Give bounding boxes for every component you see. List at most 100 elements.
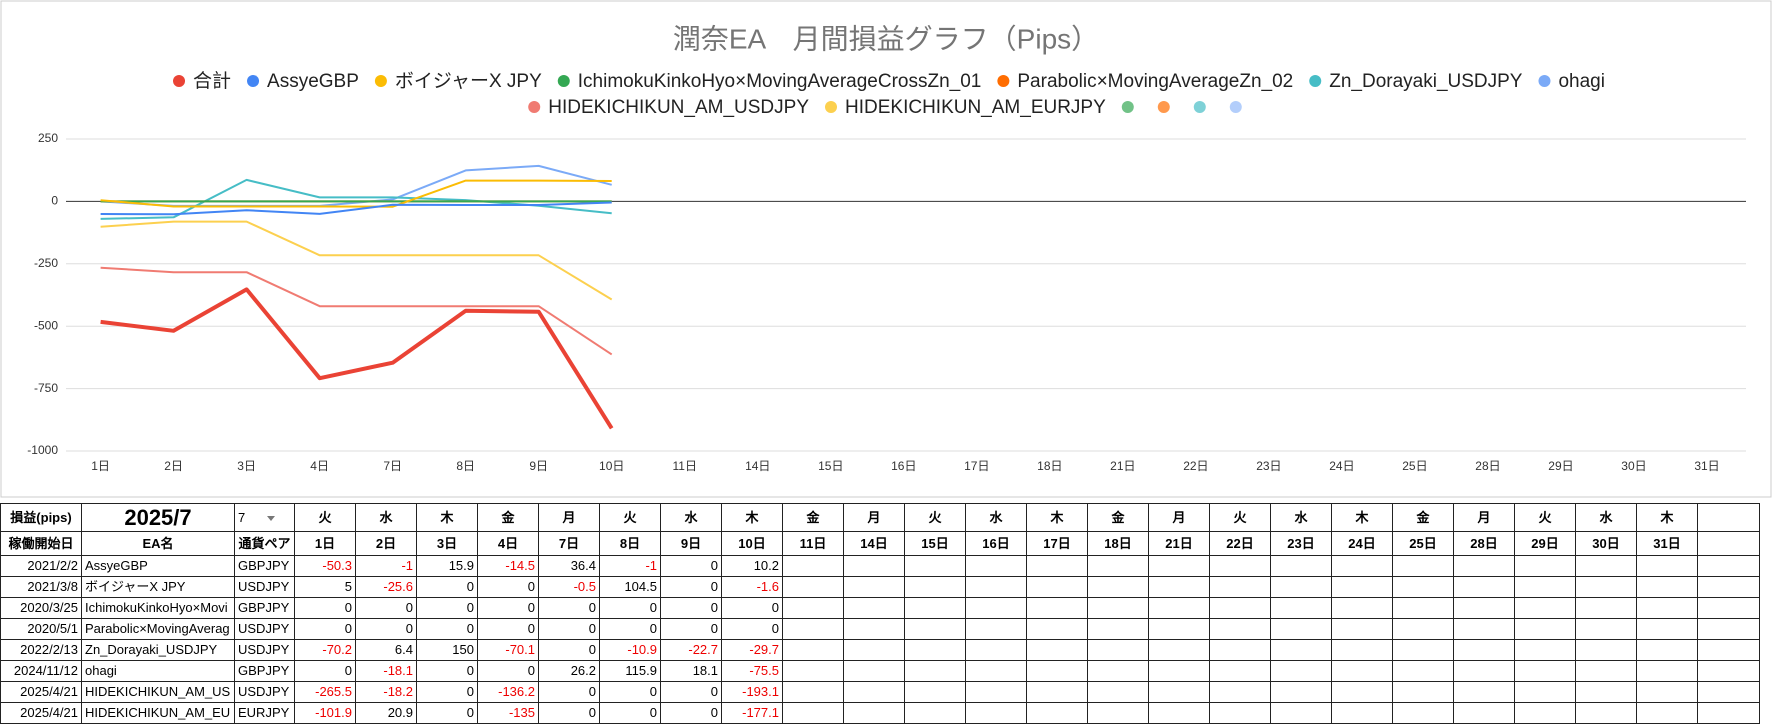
legend-swatch [1157,101,1170,113]
empty-cell [904,702,966,724]
series-line [100,266,613,356]
empty-cell [1026,702,1088,724]
pips-value: 10.2 [721,555,783,577]
weekday-header: 金 [1087,503,1149,532]
empty-cell [1209,702,1271,724]
empty-cell [782,639,844,661]
empty-cell [1392,660,1454,682]
legend-item [1121,101,1134,113]
empty-cell [904,660,966,682]
empty-cell [965,660,1027,682]
chart-frame [0,0,1772,498]
pips-value: 0 [538,702,600,724]
empty-cell [782,555,844,577]
legend-item [1157,101,1170,113]
y-tick-label: -1000 [27,443,58,457]
pips-value: 0 [599,702,661,724]
x-tick-label: 21日 [1110,459,1135,473]
empty-cell [1331,681,1393,703]
empty-cell [1636,639,1698,661]
weekday-header: 金 [782,503,844,532]
table-row: 2025/4/21 HIDEKICHIKUN_AM_US USDJPY -265.5-… [0,681,1760,703]
empty-cell [1026,660,1088,682]
empty-cell [843,660,905,682]
empty-cell [1392,702,1454,724]
selector-value[interactable]: 7 [238,509,246,525]
empty-cell [1392,639,1454,661]
legend-item: Parabolic×MovingAverageZn_02 [997,71,1293,92]
day-header: 18日 [1087,531,1149,556]
empty-cell [1331,597,1393,619]
pips-value: 0 [477,660,539,682]
day-header: 7日 [538,531,600,556]
pips-value: -265.5 [294,681,356,703]
empty-cell [1270,597,1332,619]
column-header: 稼働開始日 [0,531,82,556]
empty-cell [1331,660,1393,682]
empty-cell [1270,639,1332,661]
x-tick-label: 16日 [891,459,916,473]
x-tick-label: 29日 [1548,459,1573,473]
empty-cell [1697,576,1760,598]
day-header: 16日 [965,531,1027,556]
empty-cell [1514,555,1576,577]
x-tick-label: 8日 [456,459,475,473]
pips-value: -1.6 [721,576,783,598]
pips-value: 0 [721,618,783,640]
pips-value: 0 [599,597,661,619]
weekday-header: 金 [1392,503,1454,532]
x-tick-label: 28日 [1475,459,1500,473]
empty-cell [1697,639,1760,661]
day-header: 24日 [1331,531,1393,556]
legend-item: 合計 [173,70,231,92]
empty-cell [1270,555,1332,577]
pips-value: -70.2 [294,639,356,661]
empty-cell [1148,660,1210,682]
legend-swatch [1193,101,1206,113]
currency-pair: EURJPY [234,702,295,724]
empty-cell [1392,555,1454,577]
pips-value: 0 [660,702,722,724]
legend-label: 合計 [193,70,231,92]
weekday-header: 月 [843,503,905,532]
start-date: 2021/2/2 [0,555,82,577]
empty-cell [782,576,844,598]
pips-value: 0 [721,597,783,619]
table-row: 2024/11/12 ohagi GBPJPY 0 -18.1 0 0 26.2 115.9 18… [0,660,1760,682]
empty-cell [1270,618,1332,640]
pips-value: 0 [477,576,539,598]
day-header: 21日 [1148,531,1210,556]
month-selector[interactable]: 7 [234,503,295,532]
empty-cell [782,660,844,682]
empty-cell [782,618,844,640]
pips-value: -50.3 [294,555,356,577]
empty-cell [1514,681,1576,703]
pips-value: 0 [416,576,478,598]
column-header: 通貨ペア [234,531,295,556]
x-tick-label: 10日 [599,459,624,473]
pips-value: 36.4 [538,555,600,577]
pips-value: 0 [599,618,661,640]
dropdown-arrow[interactable] [267,515,276,521]
series-line [100,179,612,208]
currency-pair: GBPJPY [234,597,295,619]
weekday-header: 水 [355,503,417,532]
pips-value: 0 [660,681,722,703]
pips-value: 6.4 [355,639,417,661]
day-header: 10日 [721,531,783,556]
empty-cell [843,681,905,703]
x-tick-label: 9日 [529,459,548,473]
y-tick-label: -750 [34,381,58,395]
empty-cell [1392,618,1454,640]
empty-cell [904,597,966,619]
x-tick-label: 25日 [1402,459,1427,473]
legend-swatch [825,101,837,113]
day-header: 9日 [660,531,722,556]
empty-cell [1026,639,1088,661]
empty-cell [965,702,1027,724]
table-row: 損益(pips) 2025/7 7 火水木金月火水木金月火水木金月火水木金月火水木 [0,503,1760,532]
y-tick-label: -250 [34,256,58,270]
x-tick-label: 11日 [673,459,697,473]
weekday-header: 木 [721,503,783,532]
legend-item: ボイジャーX JPY [374,70,542,92]
